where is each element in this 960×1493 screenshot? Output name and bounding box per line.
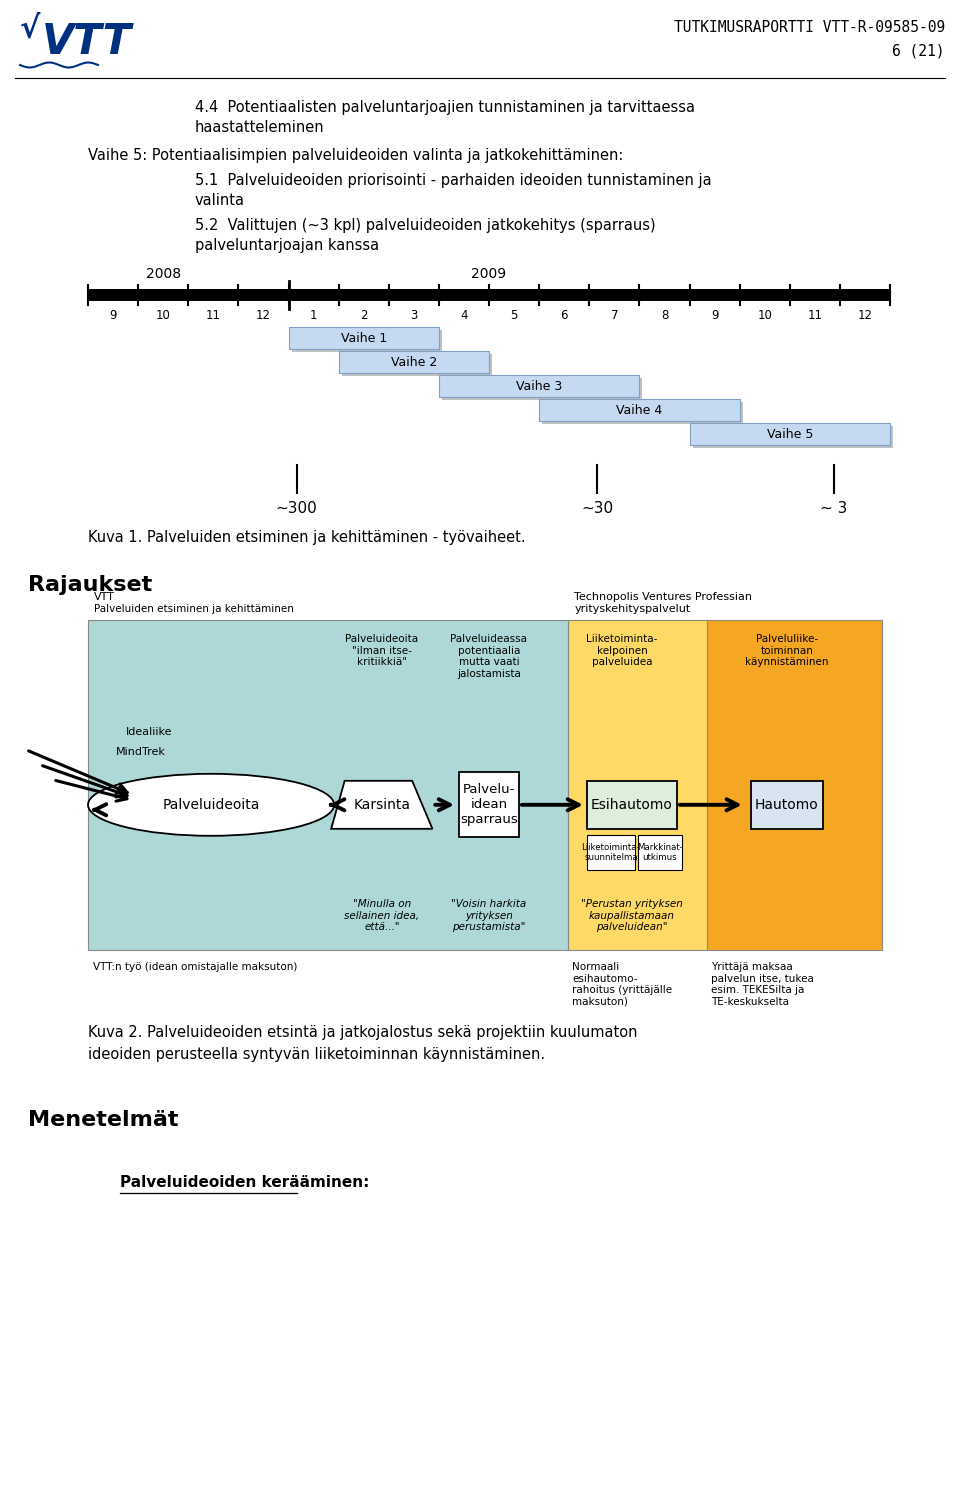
Text: "Voisin harkita
yrityksen
perustamista": "Voisin harkita yrityksen perustamista" (451, 899, 527, 933)
Bar (88, 620, 568, 950)
Ellipse shape (88, 773, 334, 836)
Text: 2009: 2009 (471, 267, 507, 281)
Text: VTT: VTT (94, 593, 115, 602)
Text: Palveluiden etsiminen ja kehittäminen: Palveluiden etsiminen ja kehittäminen (94, 605, 294, 614)
Text: Palvelu-
idean
sparraus: Palvelu- idean sparraus (460, 784, 517, 826)
Text: 7: 7 (611, 309, 618, 322)
Text: 4.4  Potentiaalisten palveluntarjoajien tunnistaminen ja tarvittaessa: 4.4 Potentiaalisten palveluntarjoajien t… (195, 100, 695, 115)
Text: 1: 1 (310, 309, 318, 322)
Text: Normaali
esihautomo-
rahoitus (yrittäjälle
maksuton): Normaali esihautomo- rahoitus (yrittäjäl… (572, 961, 673, 1006)
Polygon shape (331, 781, 432, 829)
Text: Palveluideoita
"ilman itse-
kritiikkiä": Palveluideoita "ilman itse- kritiikkiä" (346, 635, 419, 667)
Text: Palveluideoiden kerääminen:: Palveluideoiden kerääminen: (120, 1175, 370, 1190)
Text: 11: 11 (807, 309, 823, 322)
Text: 10: 10 (156, 309, 171, 322)
Text: haastatteleminen: haastatteleminen (195, 119, 324, 134)
FancyBboxPatch shape (292, 330, 442, 352)
Text: 8: 8 (660, 309, 668, 322)
Bar (459, 772, 519, 838)
Text: "Perustan yrityksen
kaupallistamaan
palveluidean": "Perustan yrityksen kaupallistamaan palv… (581, 899, 683, 933)
Text: VTT:n työ (idean omistajalle maksuton): VTT:n työ (idean omistajalle maksuton) (93, 961, 298, 972)
Text: "Minulla on
sellainen idea,
että...": "Minulla on sellainen idea, että..." (345, 899, 420, 933)
Text: Liiketoiminta-
suunnitelma: Liiketoiminta- suunnitelma (582, 842, 640, 861)
Text: Vaihe 2: Vaihe 2 (391, 355, 437, 369)
Text: Idealiike: Idealiike (126, 727, 173, 738)
FancyBboxPatch shape (342, 354, 492, 376)
Text: Vaihe 5: Potentiaalisimpien palveluideoiden valinta ja jatkokehittäminen:: Vaihe 5: Potentiaalisimpien palveluideoi… (88, 148, 623, 163)
Bar (751, 781, 823, 829)
Text: 11: 11 (205, 309, 221, 322)
Text: 3: 3 (410, 309, 418, 322)
Text: TUTKIMUSRAPORTTI VTT-R-09585-09: TUTKIMUSRAPORTTI VTT-R-09585-09 (674, 19, 945, 34)
Text: Liiketoiminta-
kelpoinen
palveluidea: Liiketoiminta- kelpoinen palveluidea (587, 635, 658, 667)
FancyBboxPatch shape (540, 399, 739, 421)
Text: Palveluideassa
potentiaalia
mutta vaati
jalostamista: Palveluideassa potentiaalia mutta vaati … (450, 635, 527, 679)
FancyBboxPatch shape (442, 378, 642, 400)
Text: Menetelmät: Menetelmät (28, 1109, 179, 1130)
Text: 6: 6 (561, 309, 568, 322)
Text: Markkinat-
utkimus: Markkinat- utkimus (636, 842, 683, 861)
Bar (587, 835, 635, 870)
FancyBboxPatch shape (439, 375, 639, 397)
Text: Karsinta: Karsinta (353, 797, 410, 812)
Bar (587, 781, 677, 829)
Text: Vaihe 3: Vaihe 3 (516, 379, 563, 393)
Text: 2008: 2008 (146, 267, 180, 281)
Text: ~300: ~300 (276, 502, 318, 517)
Text: 9: 9 (710, 309, 718, 322)
Text: Kuva 1. Palveluiden etsiminen ja kehittäminen - työvaiheet.: Kuva 1. Palveluiden etsiminen ja kehittä… (88, 530, 526, 545)
Text: Vaihe 5: Vaihe 5 (767, 427, 813, 440)
FancyBboxPatch shape (289, 327, 439, 349)
Text: ideoiden perusteella syntyvän liiketoiminnan käynnistäminen.: ideoiden perusteella syntyvän liiketoimi… (88, 1047, 545, 1062)
Text: Technopolis Ventures Professian: Technopolis Ventures Professian (574, 593, 753, 602)
Text: 4: 4 (460, 309, 468, 322)
Text: 12: 12 (256, 309, 271, 322)
Text: 9: 9 (109, 309, 117, 322)
Text: 2: 2 (360, 309, 368, 322)
Text: Kuva 2. Palveluideoiden etsintä ja jatkojalostus sekä projektiin kuulumaton: Kuva 2. Palveluideoiden etsintä ja jatko… (88, 1026, 637, 1041)
Bar (88, 290, 890, 302)
Text: Palveluliike-
toiminnan
käynnistäminen: Palveluliike- toiminnan käynnistäminen (745, 635, 828, 667)
Text: ~30: ~30 (581, 502, 613, 517)
Text: 5: 5 (511, 309, 517, 322)
Text: yrityskehityspalvelut: yrityskehityspalvelut (574, 605, 690, 614)
Text: Yrittäjä maksaa
palvelun itse, tukea
esim. TEKESilta ja
TE-keskukselta: Yrittäjä maksaa palvelun itse, tukea esi… (711, 961, 814, 1006)
Text: 6 (21): 6 (21) (893, 43, 945, 60)
Text: Esihautomo: Esihautomo (591, 797, 673, 812)
Text: valinta: valinta (195, 193, 245, 208)
FancyBboxPatch shape (339, 351, 489, 373)
Text: Palveluideoita: Palveluideoita (162, 797, 260, 812)
Text: 10: 10 (757, 309, 772, 322)
Bar (637, 835, 682, 870)
Text: 12: 12 (857, 309, 873, 322)
Text: MindTrek: MindTrek (116, 746, 166, 757)
Text: 5.1  Palveluideoiden priorisointi - parhaiden ideoiden tunnistaminen ja: 5.1 Palveluideoiden priorisointi - parha… (195, 173, 711, 188)
Bar (568, 620, 708, 950)
FancyBboxPatch shape (692, 426, 893, 448)
Text: 5.2  Valittujen (~3 kpl) palveluideoiden jatkokehitys (sparraus): 5.2 Valittujen (~3 kpl) palveluideoiden … (195, 218, 656, 233)
Bar (708, 620, 882, 950)
FancyBboxPatch shape (542, 402, 743, 424)
Text: Vaihe 4: Vaihe 4 (616, 403, 662, 417)
Text: Rajaukset: Rajaukset (28, 575, 153, 596)
Text: ~ 3: ~ 3 (820, 502, 848, 517)
Text: palveluntarjoajan kanssa: palveluntarjoajan kanssa (195, 237, 379, 252)
Text: Hautomo: Hautomo (755, 797, 819, 812)
FancyBboxPatch shape (689, 423, 890, 445)
Text: VTT: VTT (42, 21, 132, 63)
Text: Vaihe 1: Vaihe 1 (341, 331, 387, 345)
Text: √: √ (20, 15, 40, 43)
